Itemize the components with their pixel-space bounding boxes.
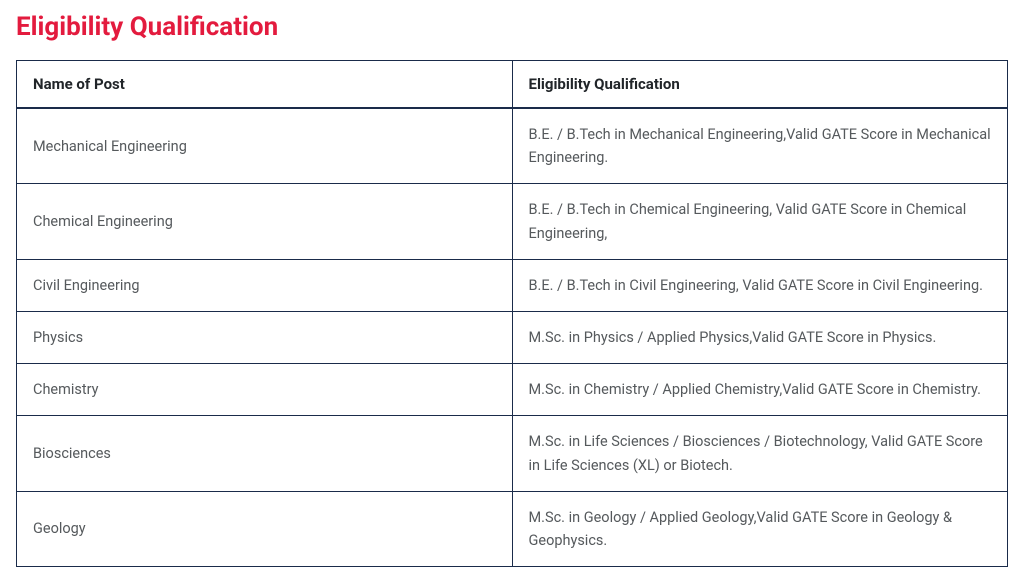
table-row: Biosciences M.Sc. in Life Sciences / Bio… <box>17 416 1008 491</box>
table-row: Physics M.Sc. in Physics / Applied Physi… <box>17 311 1008 363</box>
cell-post: Chemical Engineering <box>17 184 513 259</box>
column-header-post: Name of Post <box>17 61 513 109</box>
table-header-row: Name of Post Eligibility Qualification <box>17 61 1008 109</box>
cell-post: Civil Engineering <box>17 259 513 311</box>
eligibility-table: Name of Post Eligibility Qualification M… <box>16 60 1008 567</box>
cell-post: Physics <box>17 311 513 363</box>
table-body: Mechanical Engineering B.E. / B.Tech in … <box>17 108 1008 567</box>
table-row: Mechanical Engineering B.E. / B.Tech in … <box>17 108 1008 184</box>
cell-qualification: M.Sc. in Geology / Applied Geology,Valid… <box>512 491 1008 566</box>
page-title: Eligibility Qualification <box>16 12 1008 42</box>
cell-post: Mechanical Engineering <box>17 108 513 184</box>
cell-qualification: M.Sc. in Life Sciences / Biosciences / B… <box>512 416 1008 491</box>
cell-qualification: M.Sc. in Physics / Applied Physics,Valid… <box>512 311 1008 363</box>
table-row: Civil Engineering B.E. / B.Tech in Civil… <box>17 259 1008 311</box>
cell-qualification: M.Sc. in Chemistry / Applied Chemistry,V… <box>512 364 1008 416</box>
cell-qualification: B.E. / B.Tech in Chemical Engineering, V… <box>512 184 1008 259</box>
table-row: Chemical Engineering B.E. / B.Tech in Ch… <box>17 184 1008 259</box>
cell-post: Geology <box>17 491 513 566</box>
table-row: Chemistry M.Sc. in Chemistry / Applied C… <box>17 364 1008 416</box>
cell-qualification: B.E. / B.Tech in Civil Engineering, Vali… <box>512 259 1008 311</box>
column-header-qualification: Eligibility Qualification <box>512 61 1008 109</box>
table-row: Geology M.Sc. in Geology / Applied Geolo… <box>17 491 1008 566</box>
cell-qualification: B.E. / B.Tech in Mechanical Engineering,… <box>512 108 1008 184</box>
cell-post: Chemistry <box>17 364 513 416</box>
cell-post: Biosciences <box>17 416 513 491</box>
